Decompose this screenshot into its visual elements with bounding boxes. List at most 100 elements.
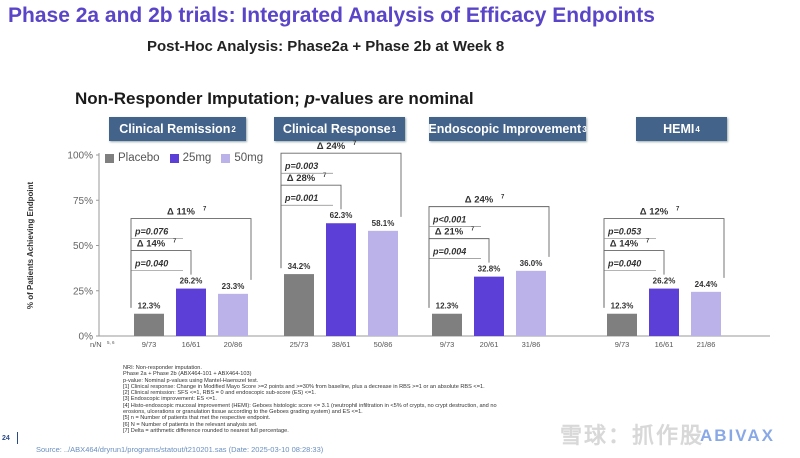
endpoint-label: HEMI	[663, 122, 695, 136]
bar-n-label: 31/86	[522, 340, 541, 349]
delta-label: Δ 12%	[640, 207, 669, 218]
n-axis-sup: 5, 6	[107, 340, 115, 345]
watermark-text: 雪球：抓作股	[560, 423, 705, 448]
delta-sup: 7	[471, 227, 475, 233]
endpoint-header-clinical-remission: Clinical Remission 2	[109, 117, 246, 141]
footnotes: NRI: Non-responder imputation. Phase 2a …	[123, 365, 543, 434]
endpoint-sup: 4	[695, 124, 700, 134]
delta-sup: 7	[173, 239, 177, 245]
p-value-label: p<0.001	[432, 215, 466, 225]
bar-endoscopic-improvement-placebo	[432, 313, 462, 336]
footnote: [1] Clinical response: Change in Modifie…	[123, 383, 485, 390]
comparison-bracket	[130, 218, 252, 308]
bar-endoscopic-improvement-50mg	[516, 270, 546, 336]
footnote: NRI: Non-responder imputation.	[123, 365, 202, 371]
slide-title: Phase 2a and 2b trials: Integrated Analy…	[8, 4, 655, 27]
delta-sup: 7	[676, 207, 680, 213]
delta-label: Δ 21%	[435, 227, 464, 238]
bar-value-label: 12.3%	[611, 302, 634, 311]
bar-n-label: 50/86	[374, 340, 393, 349]
bar-value-label: 62.3%	[330, 211, 353, 220]
bar-n-label: 9/73	[142, 340, 157, 349]
delta-sup: 7	[501, 195, 505, 201]
delta-sup: 7	[323, 173, 327, 179]
endpoint-sup: 1	[391, 124, 397, 134]
bar-value-label: 24.4%	[695, 280, 718, 289]
p-value-label: p=0.076	[134, 227, 169, 237]
bar-clinical-remission-placebo	[134, 313, 164, 336]
y-tick-label: 75%	[73, 196, 93, 207]
footnote: [6] N = Number of patients in the releva…	[123, 421, 258, 428]
bar-n-label: 20/86	[224, 340, 243, 349]
bar-n-label: 9/73	[440, 340, 455, 349]
endpoint-label: Endoscopic Improvement	[428, 122, 582, 136]
legend-item-50mg: 50mg	[221, 152, 263, 164]
bar-value-label: 12.3%	[138, 302, 161, 311]
y-axis-label: % of Patients Achieving Endpoint	[26, 182, 35, 310]
bar-endoscopic-improvement-25mg	[474, 276, 504, 336]
endpoint-header-hemi: HEMI 4	[636, 117, 727, 141]
delta-label: Δ 11%	[167, 207, 196, 218]
delta-sup: 7	[353, 141, 357, 147]
bar-hemi-placebo	[607, 313, 637, 336]
legend-item-placebo: Placebo	[105, 152, 160, 164]
bar-hemi-50mg	[691, 291, 721, 336]
delta-sup: 7	[646, 239, 650, 245]
section-title-part-a: Non-Responder Imputation;	[75, 89, 305, 108]
y-tick-label: 0%	[79, 332, 94, 343]
delta-label: Δ 24%	[465, 195, 494, 206]
bar-value-label: 32.8%	[478, 265, 501, 274]
slide-subtitle: Post-Hoc Analysis: Phase2a + Phase 2b at…	[147, 38, 505, 55]
section-title-part-b: -values are nominal	[314, 89, 474, 108]
bar-n-label: 16/61	[182, 340, 201, 349]
legend-label-50mg: 50mg	[234, 152, 264, 164]
legend-label-25mg: 25mg	[182, 152, 212, 164]
footnote: Phase 2a + Phase 2b (ABX464-101 + ABX464…	[123, 371, 252, 378]
comparison-bracket	[280, 152, 402, 269]
n-axis-label: n/N	[90, 340, 102, 349]
page-number: 24	[2, 435, 10, 442]
comparison-bracket	[428, 206, 550, 308]
footnote: [2] Clinical remission: SFS <=1, RBS = 0…	[123, 390, 316, 397]
y-tick-label: 25%	[73, 286, 93, 297]
legend-label-placebo: Placebo	[118, 152, 160, 164]
y-tick-label: 50%	[73, 241, 93, 252]
y-tick-label: 100%	[67, 151, 93, 162]
bar-value-label: 36.0%	[520, 259, 543, 268]
page-divider	[17, 432, 18, 444]
bar-hemi-25mg	[649, 288, 679, 336]
bar-n-label: 20/61	[480, 340, 499, 349]
bar-n-label: 21/86	[697, 340, 716, 349]
bar-value-label: 26.2%	[653, 277, 676, 286]
legend-swatch-50mg	[221, 153, 231, 163]
bar-clinical-remission-25mg	[176, 288, 206, 336]
delta-label: Δ 28%	[287, 173, 316, 184]
bar-value-label: 34.2%	[288, 262, 311, 271]
bar-value-label: 23.3%	[222, 282, 245, 291]
source-note: Source: ../ABX464/dryrun1/programs/stato…	[36, 445, 324, 454]
footnote: [5] n = Number of patients that met the …	[123, 415, 271, 422]
bar-clinical-response-25mg	[326, 223, 356, 336]
footnote: [4] Histo-endoscopic mucosal improvement…	[123, 402, 497, 409]
endpoint-sup: 2	[231, 124, 236, 134]
chart-legend: Placebo 25mg 50mg	[105, 152, 263, 164]
endpoint-label: Clinical Response	[282, 122, 391, 136]
legend-item-25mg: 25mg	[169, 152, 212, 164]
comparison-bracket	[603, 218, 725, 308]
endpoint-label: Clinical Remission	[119, 122, 231, 136]
endpoint-header-clinical-response: Clinical Response 1	[274, 117, 405, 141]
section-title-p: p	[304, 89, 315, 108]
efficacy-bar-chart: 0% 25% 50% 75% 100% % of Patients Achieving E…	[26, 141, 770, 349]
footnote: [7] Delta = arithmetic difference rounde…	[123, 427, 289, 434]
bar-n-label: 16/61	[655, 340, 674, 349]
bar-clinical-response-placebo	[284, 274, 314, 336]
bar-n-label: 25/73	[290, 340, 309, 349]
legend-swatch-placebo	[105, 153, 114, 163]
p-value-label: p=0.053	[607, 227, 641, 237]
p-value-label: p=0.040	[134, 259, 168, 269]
endpoint-sup: 3	[582, 124, 587, 134]
bar-n-label: 9/73	[615, 340, 630, 349]
bar-n-label: 38/61	[332, 340, 351, 349]
bar-value-label: 58.1%	[372, 219, 395, 228]
delta-label: Δ 14%	[610, 239, 639, 250]
